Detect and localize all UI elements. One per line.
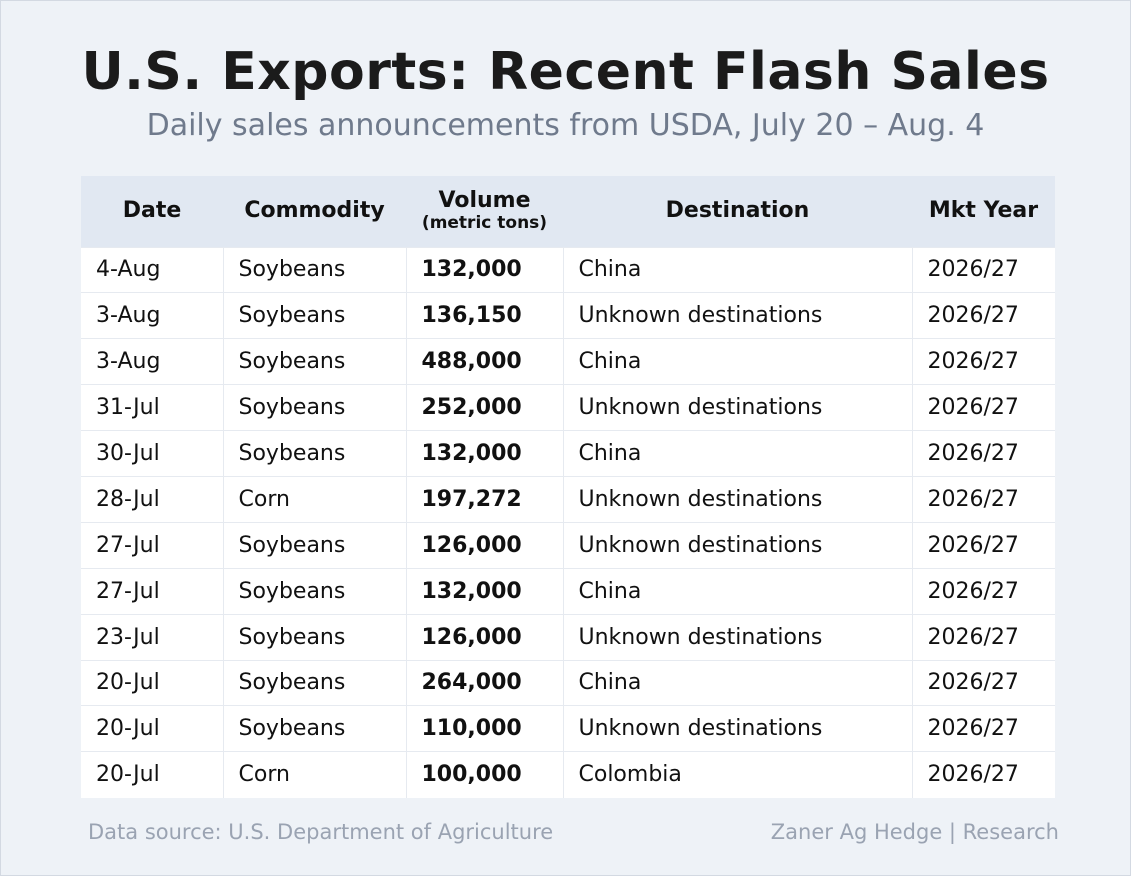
table-row: 30-Jul Soybeans 132,000 China 2026/27 — [81, 430, 1055, 477]
cell-volume: 126,000 — [406, 521, 564, 569]
cell-volume: 132,000 — [406, 430, 564, 477]
cell-mkt-year: 2026/27 — [912, 613, 1055, 661]
table-row: 23-Jul Soybeans 126,000 Unknown destination… — [81, 613, 1055, 661]
cell-destination: Unknown destinations — [563, 705, 913, 752]
column-header-date: Date — [81, 176, 223, 247]
cell-commodity: Soybeans — [223, 567, 407, 615]
table-header-row: Date Commodity Volume (metric tons) Dest… — [81, 176, 1055, 247]
cell-destination: China — [563, 567, 913, 615]
cell-volume: 110,000 — [406, 705, 564, 752]
cell-destination: Unknown destinations — [563, 292, 913, 339]
cell-volume: 252,000 — [406, 384, 564, 431]
cell-date: 31-Jul — [81, 384, 224, 431]
cell-volume: 264,000 — [406, 659, 564, 706]
cell-date: 4-Aug — [81, 246, 224, 293]
cell-commodity: Soybeans — [223, 521, 407, 569]
column-header-label: Destination — [665, 198, 810, 224]
cell-destination: China — [563, 246, 913, 293]
table-row: 20-Jul Corn 100,000 Colombia 2026/27 — [81, 751, 1055, 798]
column-header-volume: Volume (metric tons) — [406, 176, 563, 247]
cell-destination: China — [563, 338, 913, 385]
column-header-label: Commodity — [244, 198, 385, 224]
flash-sales-table: Date Commodity Volume (metric tons) Dest… — [81, 176, 1055, 798]
cell-mkt-year: 2026/27 — [912, 292, 1055, 339]
column-header-label: Date — [122, 198, 182, 224]
cell-date: 20-Jul — [81, 705, 224, 752]
cell-mkt-year: 2026/27 — [912, 751, 1055, 798]
column-header-destination: Destination — [563, 176, 912, 247]
cell-commodity: Soybeans — [223, 246, 407, 293]
cell-commodity: Soybeans — [223, 613, 407, 661]
table-row: 4-Aug Soybeans 132,000 China 2026/27 — [81, 246, 1055, 293]
cell-mkt-year: 2026/27 — [912, 659, 1055, 706]
cell-commodity: Corn — [223, 751, 407, 798]
cell-mkt-year: 2026/27 — [912, 246, 1055, 293]
table-body: 4-Aug Soybeans 132,000 China 2026/27 3-Aug Soy… — [81, 246, 1055, 798]
table-row: 27-Jul Soybeans 126,000 Unknown destination… — [81, 521, 1055, 569]
cell-date: 23-Jul — [81, 613, 224, 661]
cell-volume: 132,000 — [406, 567, 564, 615]
cell-date: 20-Jul — [81, 659, 224, 706]
cell-volume: 100,000 — [406, 751, 564, 798]
cell-volume: 197,272 — [406, 475, 564, 523]
cell-destination: China — [563, 430, 913, 477]
table-row: 3-Aug Soybeans 488,000 China 2026/27 — [81, 338, 1055, 385]
cell-volume: 136,150 — [406, 292, 564, 339]
column-header-label: Volume — [438, 188, 531, 214]
cell-commodity: Soybeans — [223, 384, 407, 431]
cell-commodity: Soybeans — [223, 659, 407, 706]
cell-date: 30-Jul — [81, 430, 224, 477]
cell-date: 3-Aug — [81, 292, 224, 339]
cell-commodity: Corn — [223, 475, 407, 523]
cell-mkt-year: 2026/27 — [912, 705, 1055, 752]
cell-commodity: Soybeans — [223, 705, 407, 752]
chart-subtitle: Daily sales announcements from USDA, Jul… — [146, 108, 985, 143]
cell-commodity: Soybeans — [223, 338, 407, 385]
cell-destination: Colombia — [563, 751, 913, 798]
cell-volume: 132,000 — [406, 246, 564, 293]
column-header-label: Mkt Year — [928, 198, 1039, 224]
table-row: 20-Jul Soybeans 264,000 China 2026/27 — [81, 659, 1055, 706]
cell-destination: Unknown destinations — [563, 475, 913, 523]
cell-volume: 126,000 — [406, 613, 564, 661]
table-row: 27-Jul Soybeans 132,000 China 2026/27 — [81, 567, 1055, 615]
column-header-commodity: Commodity — [223, 176, 406, 247]
cell-commodity: Soybeans — [223, 430, 407, 477]
cell-mkt-year: 2026/27 — [912, 430, 1055, 477]
table-row: 31-Jul Soybeans 252,000 Unknown destination… — [81, 384, 1055, 431]
cell-mkt-year: 2026/27 — [912, 521, 1055, 569]
cell-date: 28-Jul — [81, 475, 224, 523]
cell-destination: China — [563, 659, 913, 706]
cell-mkt-year: 2026/27 — [912, 567, 1055, 615]
table-row: 3-Aug Soybeans 136,150 Unknown destinations… — [81, 292, 1055, 339]
cell-date: 27-Jul — [81, 521, 224, 569]
credit-note: Zaner Ag Hedge | Research — [770, 820, 1059, 844]
table-row: 28-Jul Corn 197,272 Unknown destinations 202… — [81, 475, 1055, 523]
chart-title: U.S. Exports: Recent Flash Sales — [81, 42, 1050, 102]
cell-date: 3-Aug — [81, 338, 224, 385]
data-source-note: Data source: U.S. Department of Agricult… — [88, 820, 554, 844]
cell-destination: Unknown destinations — [563, 384, 913, 431]
cell-mkt-year: 2026/27 — [912, 384, 1055, 431]
cell-destination: Unknown destinations — [563, 613, 913, 661]
cell-commodity: Soybeans — [223, 292, 407, 339]
cell-date: 20-Jul — [81, 751, 224, 798]
cell-destination: Unknown destinations — [563, 521, 913, 569]
flash-sales-table-container: Date Commodity Volume (metric tons) Dest… — [81, 176, 1055, 798]
column-header-unit: (metric tons) — [421, 213, 548, 234]
cell-date: 27-Jul — [81, 567, 224, 615]
table-row: 20-Jul Soybeans 110,000 Unknown destination… — [81, 705, 1055, 752]
cell-mkt-year: 2026/27 — [912, 338, 1055, 385]
cell-mkt-year: 2026/27 — [912, 475, 1055, 523]
cell-volume: 488,000 — [406, 338, 564, 385]
column-header-mkt-year: Mkt Year — [912, 176, 1055, 247]
